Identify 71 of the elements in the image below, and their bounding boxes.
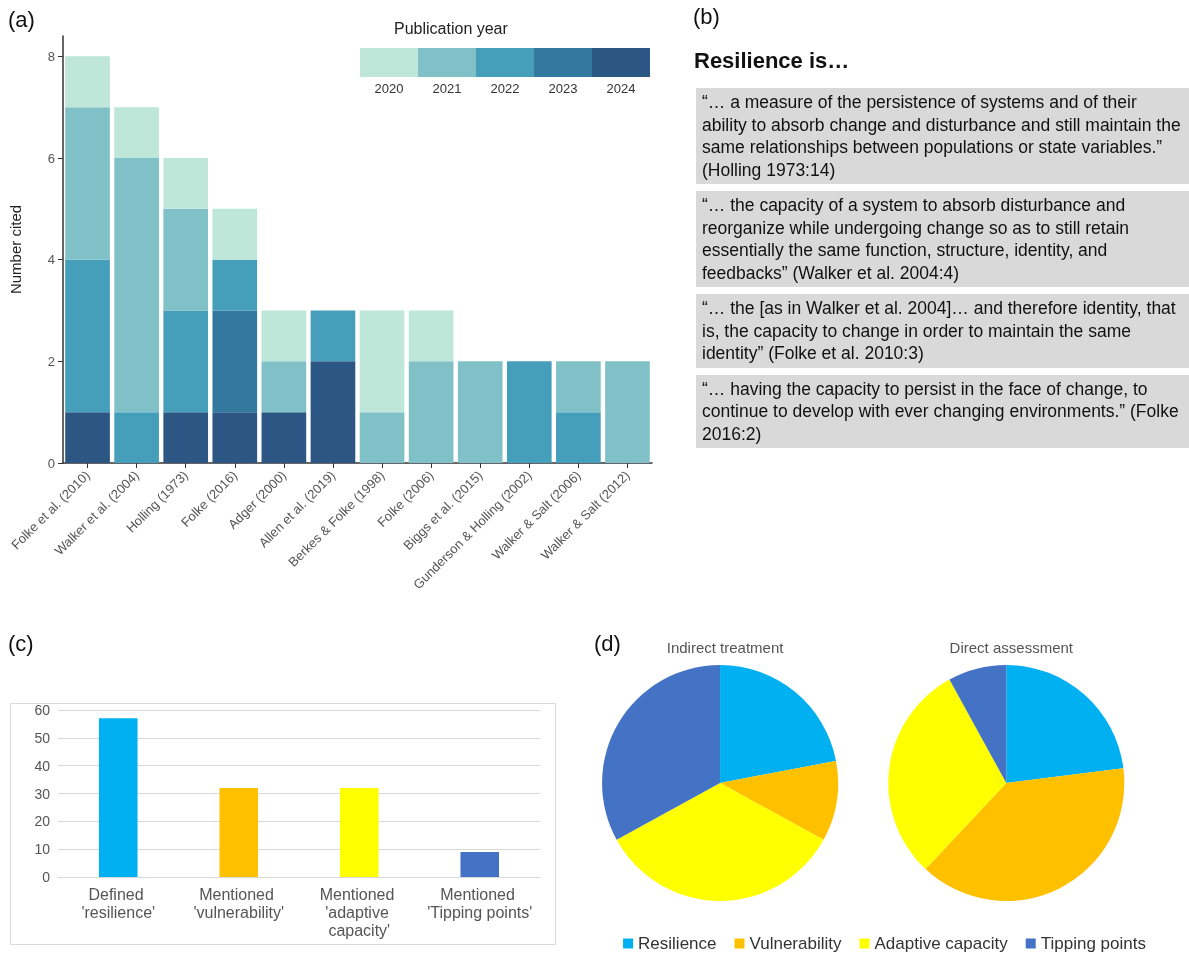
bar <box>212 412 258 463</box>
legend-label: Vulnerability <box>749 934 842 953</box>
bar <box>359 310 405 413</box>
bar <box>219 787 259 877</box>
y-tick-label: 0 <box>47 455 55 471</box>
bar <box>605 361 650 463</box>
bar <box>310 310 356 362</box>
legend-label: 2023 <box>548 81 578 96</box>
y-axis-title: Number cited <box>7 204 24 295</box>
x-tick-label: Mentioned 'Tipping points' <box>427 885 533 921</box>
y-tick-label: 20 <box>34 813 51 830</box>
text: “… having the capacity to persist in the face of change, to continue to develop with ever changing environments.” (Folke 2016:2) <box>696 374 1189 448</box>
y-tick-label: 60 <box>34 702 51 718</box>
bar <box>114 107 159 158</box>
legend-label: 2021 <box>432 81 462 96</box>
bar <box>261 310 307 362</box>
text: (b) <box>693 4 720 30</box>
y-tick-label: 2 <box>47 353 55 369</box>
bar <box>98 718 138 877</box>
legend-label: Resilience <box>638 934 717 953</box>
bar <box>261 412 307 463</box>
y-tick-label: 50 <box>34 729 51 746</box>
text: (c) <box>8 630 34 656</box>
bar <box>310 361 356 463</box>
bar <box>212 310 258 413</box>
text: “… a measure of the persistence of systems and of their ability to absorb change and disturbance and still maintain the same relationships between populations or state variables.” (Holling 1973:14) <box>696 88 1189 184</box>
x-tick-label: Mentioned 'adaptive capacity' <box>319 885 399 939</box>
bar <box>114 412 159 463</box>
bar <box>359 412 405 463</box>
bar <box>556 361 601 413</box>
text: Resilience is… <box>694 48 850 74</box>
x-tick-label: Defined 'resilience' <box>81 885 156 921</box>
text: “… the [as in Walker et al. 2004]… and therefore identity, that is, the capacity to change in order to maintain the same identity” (Folke et al. 2010:3) <box>696 294 1189 368</box>
slice-label: Direct assessment <box>949 639 1074 656</box>
bar <box>212 259 258 311</box>
y-tick-label: 8 <box>47 48 55 64</box>
bar <box>114 158 159 413</box>
bar <box>65 259 110 413</box>
y-tick-label: 0 <box>42 869 51 885</box>
bar <box>261 361 307 413</box>
y-tick-label: 4 <box>47 252 55 268</box>
bar <box>408 310 454 362</box>
bar <box>65 107 110 260</box>
x-tick-label: Mentioned 'vulnerability' <box>193 885 285 921</box>
bar <box>163 310 209 413</box>
bar <box>339 787 379 877</box>
bar <box>457 361 503 463</box>
text: “… the capacity of a system to absorb disturbance and reorganize while undergoing change so as to still retain essentially the same function, structure, identity, and feedbacks” (Walker et al. 2004:4) <box>696 191 1189 287</box>
y-tick-label: 10 <box>34 841 51 858</box>
legend-label: 2020 <box>374 81 404 96</box>
y-tick-label: 6 <box>47 150 55 166</box>
legend-label: Adaptive capacity <box>874 934 1009 953</box>
text: (a) <box>8 6 35 32</box>
slice-label: Indirect treatment <box>666 639 785 656</box>
bar <box>65 412 110 463</box>
bar <box>65 56 110 108</box>
bar <box>460 851 500 877</box>
y-tick-label: 30 <box>34 785 51 802</box>
bar <box>163 208 209 311</box>
text: (d) <box>594 630 621 656</box>
legend-label: 2024 <box>606 81 636 96</box>
bar <box>212 208 258 260</box>
legend-label: Tipping points <box>1040 934 1146 953</box>
legend-title: Publication year <box>394 19 509 37</box>
legend-label: 2022 <box>490 81 520 96</box>
bar <box>506 361 552 463</box>
bar <box>556 412 601 463</box>
bar <box>163 412 209 463</box>
bar <box>163 158 209 209</box>
bar <box>408 361 454 463</box>
y-tick-label: 40 <box>34 757 51 774</box>
